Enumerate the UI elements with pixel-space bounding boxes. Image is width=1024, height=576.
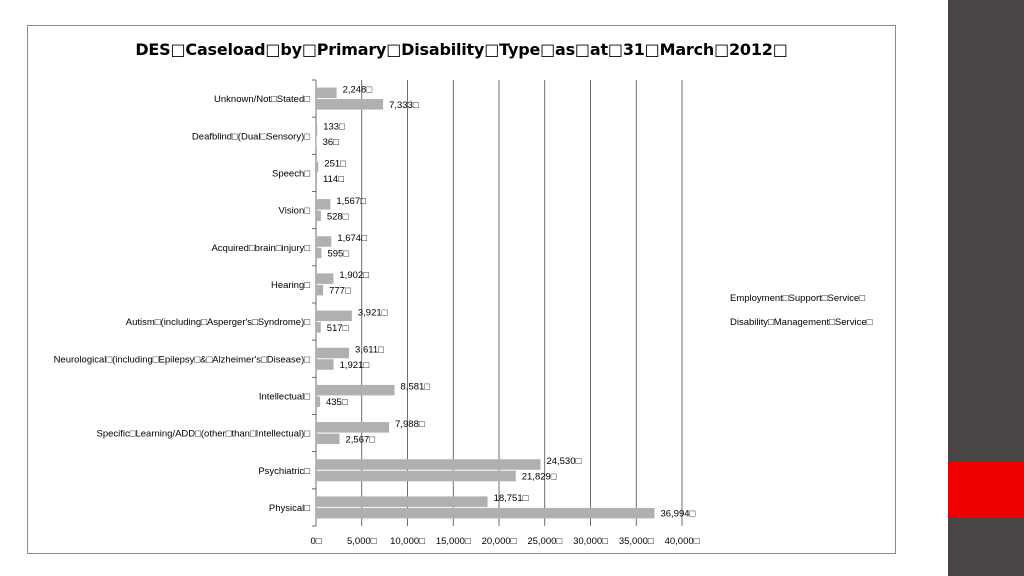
chart-title: DES□Caseload□by□Primary□Disability□Type□…: [135, 40, 788, 59]
bar: [316, 199, 331, 210]
bar: [316, 507, 655, 519]
bar: [316, 236, 332, 247]
data-label: 1,567□: [336, 196, 366, 207]
x-tick-label: 5,000□: [347, 536, 377, 547]
category-label: Autism□(including□Asperger's□Syndrome)□: [126, 317, 310, 328]
category-label: Deafblind□(Dual□Sensory)□: [192, 131, 310, 142]
data-label: 36□: [323, 137, 340, 148]
x-tick-label: 0□: [310, 536, 321, 547]
data-label: 36,994□: [660, 509, 695, 520]
data-label: 3,921□: [358, 307, 388, 318]
x-tick-label: 40,000□: [665, 536, 700, 547]
bar: [316, 310, 352, 322]
category-label: Unknown/Not□Stated□: [214, 94, 310, 105]
bar: [316, 161, 319, 173]
category-label: Acquired□brain□injury□: [211, 243, 310, 254]
data-label: 133□: [323, 122, 345, 133]
bar: [316, 422, 390, 433]
data-label: 1,921□: [340, 360, 370, 371]
bar: [316, 459, 541, 470]
data-label: 2,248□: [343, 84, 373, 95]
legend: Employment□Support□Service□ Disability□M…: [730, 292, 872, 340]
data-label: 528□: [327, 211, 349, 222]
bar: [316, 99, 384, 110]
bar: [316, 87, 337, 99]
bar: [316, 247, 322, 259]
data-label: 7,333□: [389, 100, 419, 111]
bar: [316, 384, 395, 396]
data-label: 24,530□: [546, 456, 581, 467]
data-label: 8,581□: [401, 382, 431, 393]
bar: [316, 496, 488, 507]
bar: [316, 136, 317, 147]
data-label: 18,751□: [494, 493, 529, 504]
bar: [316, 284, 324, 296]
x-tick-label: 35,000□: [619, 536, 654, 547]
side-accent-block: [948, 461, 1024, 518]
bar: [316, 433, 340, 445]
data-label: 7,988□: [395, 419, 425, 430]
data-label: 1,674□: [337, 233, 367, 244]
bar: [316, 347, 350, 359]
legend-entry-employment-support: Employment□Support□Service□: [730, 293, 865, 304]
data-label: 777□: [329, 286, 351, 297]
data-label: 3,611□: [355, 345, 384, 356]
data-label: 1,902□: [339, 270, 369, 281]
category-label: Specific□Learning/ADD□(other□than□Intell…: [96, 429, 310, 440]
bar: [316, 470, 516, 482]
bar: [316, 322, 321, 333]
bar: [316, 210, 321, 222]
x-tick-label: 15,000□: [436, 536, 471, 547]
category-label: Vision□: [279, 206, 311, 217]
bar: [316, 273, 334, 284]
legend-entry-disability-management: Disability□Management□Service□: [730, 317, 873, 328]
x-tick-label: 30,000□: [573, 536, 608, 547]
data-label: 114□: [323, 174, 344, 185]
category-label: Neurological□(including□Epilepsy□&□Alzhe…: [54, 354, 311, 365]
category-label: Intellectual□: [259, 391, 310, 402]
x-tick-label: 20,000□: [482, 536, 517, 547]
data-label: 251□: [324, 159, 346, 170]
bar: [316, 173, 318, 184]
bar-chart: 0□ 5,000□ 10,000□ 15,000□ 20,000□ 25,000□ 30,0…: [54, 79, 700, 547]
category-label: Psychiatric□: [258, 466, 310, 477]
bar: [316, 359, 334, 370]
data-label: 595□: [327, 249, 349, 260]
category-label: Hearing□: [271, 280, 310, 291]
data-label: 21,829□: [522, 472, 557, 483]
x-tick-label: 10,000□: [390, 536, 425, 547]
data-label: 517□: [327, 323, 349, 334]
category-label: Physical□: [269, 503, 310, 514]
bar: [316, 124, 318, 136]
category-label: Speech□: [272, 168, 310, 179]
data-label: 2,567□: [345, 434, 375, 445]
data-label: 435□: [326, 397, 348, 408]
bar: [316, 396, 320, 407]
x-tick-label: 25,000□: [527, 536, 562, 547]
